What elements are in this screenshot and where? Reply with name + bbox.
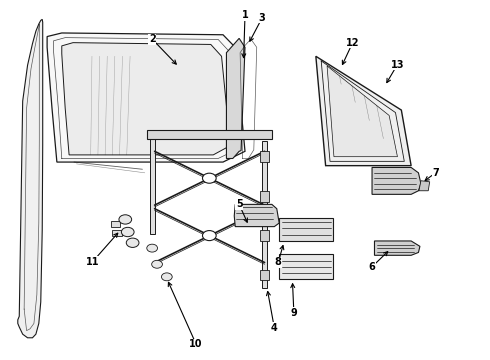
Polygon shape [260,270,270,280]
Text: 3: 3 [259,13,266,23]
Polygon shape [316,56,411,166]
Polygon shape [327,66,397,157]
Polygon shape [262,140,267,288]
Polygon shape [234,204,279,226]
Circle shape [161,273,172,281]
Polygon shape [111,221,121,226]
Polygon shape [374,241,420,255]
Polygon shape [47,33,245,162]
Polygon shape [147,130,272,139]
Circle shape [202,173,216,183]
Polygon shape [226,39,245,158]
Polygon shape [112,230,122,235]
Polygon shape [419,181,430,191]
Text: 2: 2 [149,34,155,44]
Text: 12: 12 [346,38,359,48]
Text: 7: 7 [432,168,439,178]
Text: 10: 10 [190,339,203,349]
Text: 1: 1 [242,10,248,20]
Polygon shape [260,151,270,162]
Text: 11: 11 [86,257,99,267]
Text: 8: 8 [275,257,282,267]
Text: 6: 6 [368,262,375,272]
Text: 13: 13 [391,59,404,69]
Polygon shape [372,167,421,194]
Circle shape [152,260,162,268]
Text: 5: 5 [236,199,243,210]
Polygon shape [279,253,333,279]
Polygon shape [260,191,270,202]
Circle shape [119,215,132,224]
Polygon shape [260,230,270,241]
Circle shape [202,230,216,240]
Circle shape [147,244,158,252]
Text: 9: 9 [291,308,297,318]
Polygon shape [18,19,43,338]
Circle shape [126,238,139,247]
Text: 4: 4 [271,323,278,333]
Polygon shape [150,137,155,234]
Circle shape [122,227,134,237]
Polygon shape [279,218,333,241]
Polygon shape [62,42,230,155]
